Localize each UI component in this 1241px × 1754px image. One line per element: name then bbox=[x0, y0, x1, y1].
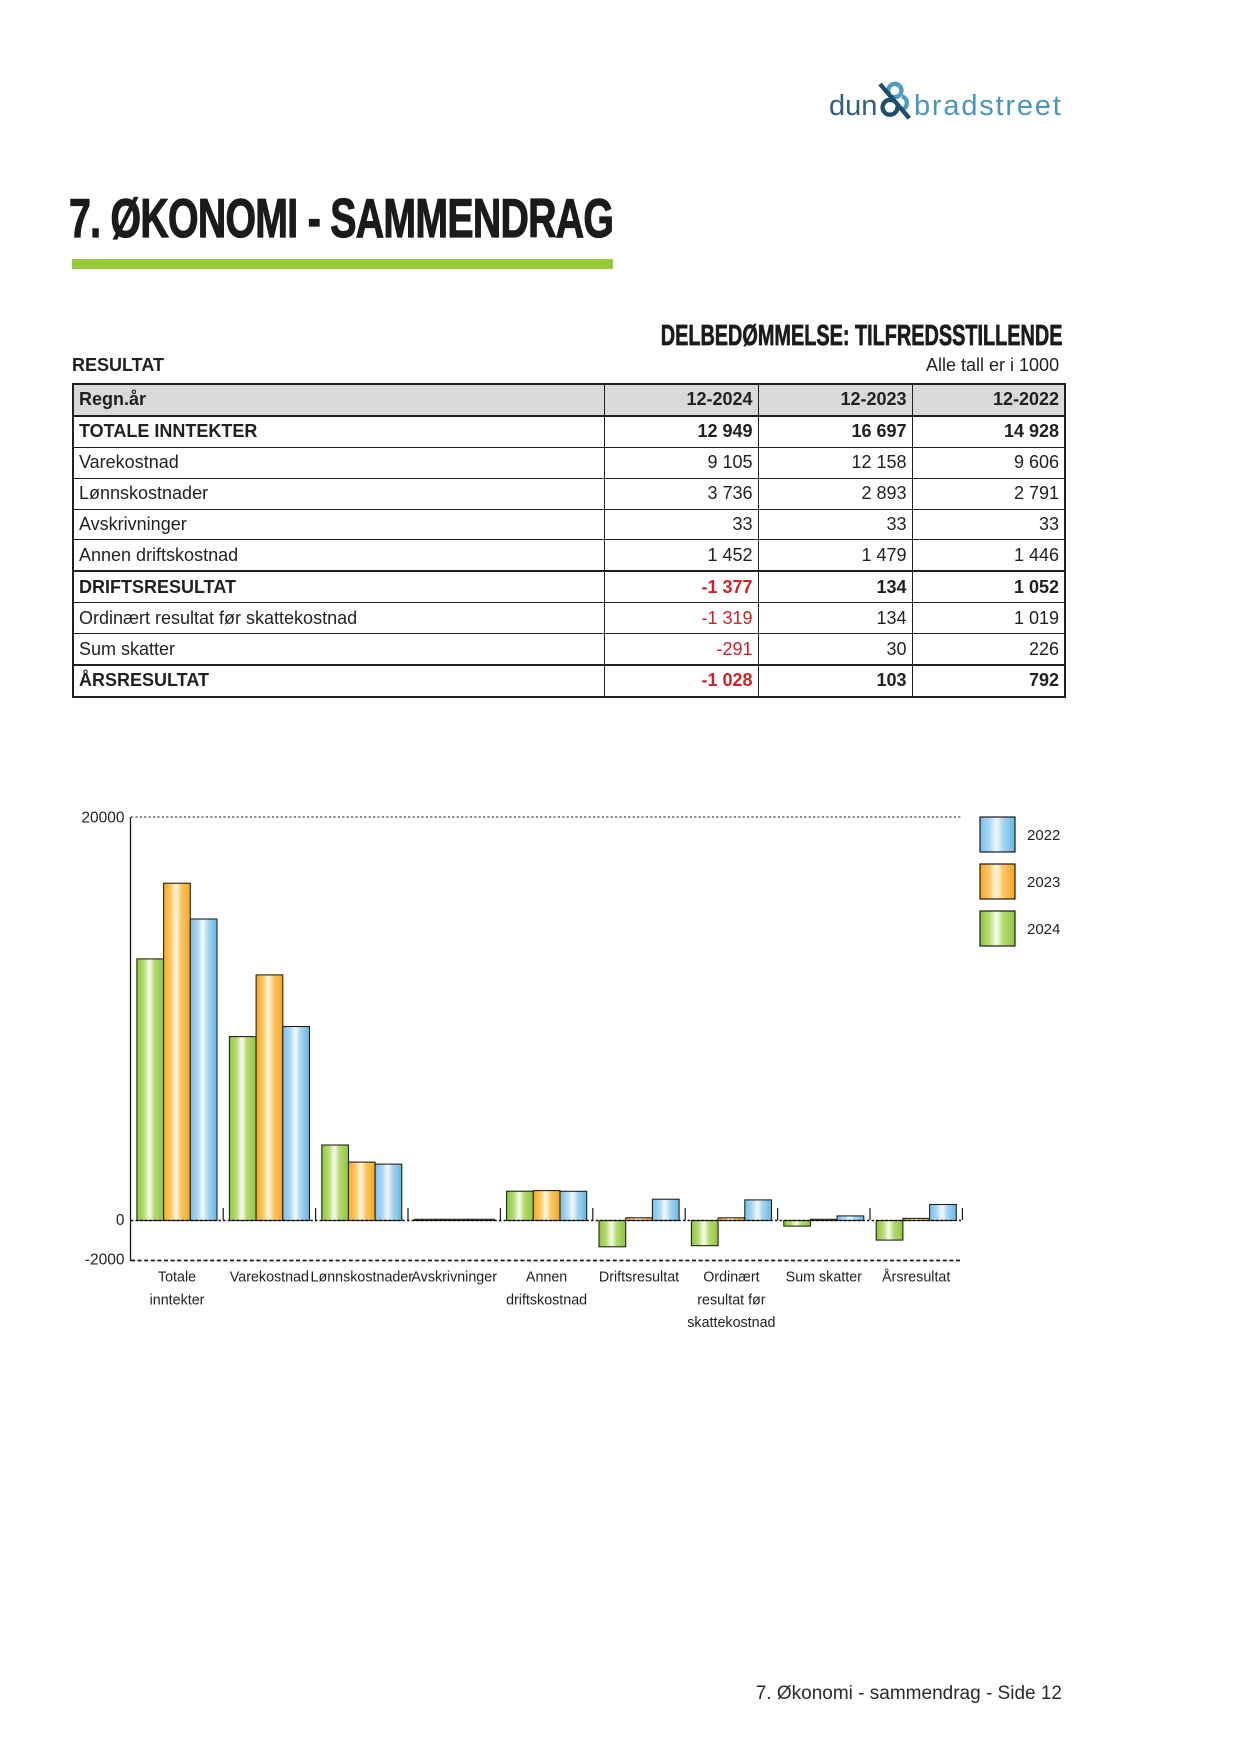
svg-text:Varekostnad: Varekostnad bbox=[230, 1270, 309, 1286]
svg-text:Årsresultat: Årsresultat bbox=[882, 1269, 950, 1286]
svg-text:resultat før: resultat før bbox=[697, 1292, 766, 1308]
svg-text:-2000: -2000 bbox=[85, 1252, 125, 1269]
svg-text:inntekter: inntekter bbox=[150, 1292, 205, 1308]
svg-text:20000: 20000 bbox=[81, 810, 124, 827]
svg-text:Annen: Annen bbox=[526, 1270, 567, 1286]
svg-text:2023: 2023 bbox=[1027, 874, 1060, 891]
svg-text:dun: dun bbox=[829, 90, 877, 122]
svg-text:Lønnskostnader: Lønnskostnader bbox=[311, 1270, 414, 1286]
svg-text:Driftsresultat: Driftsresultat bbox=[599, 1270, 679, 1286]
svg-text:Avskrivninger: Avskrivninger bbox=[411, 1270, 497, 1286]
svg-text:2022: 2022 bbox=[1027, 827, 1060, 844]
svg-text:Sum skatter: Sum skatter bbox=[786, 1270, 863, 1286]
svg-text:2024: 2024 bbox=[1027, 921, 1060, 938]
svg-text:Ordinært: Ordinært bbox=[703, 1270, 759, 1286]
svg-text:bradstreet: bradstreet bbox=[914, 90, 1063, 122]
svg-text:0: 0 bbox=[116, 1212, 125, 1229]
svg-text:skattekostnad: skattekostnad bbox=[687, 1315, 775, 1331]
svg-text:Totale: Totale bbox=[158, 1270, 196, 1286]
svg-text:driftskostnad: driftskostnad bbox=[506, 1292, 587, 1308]
